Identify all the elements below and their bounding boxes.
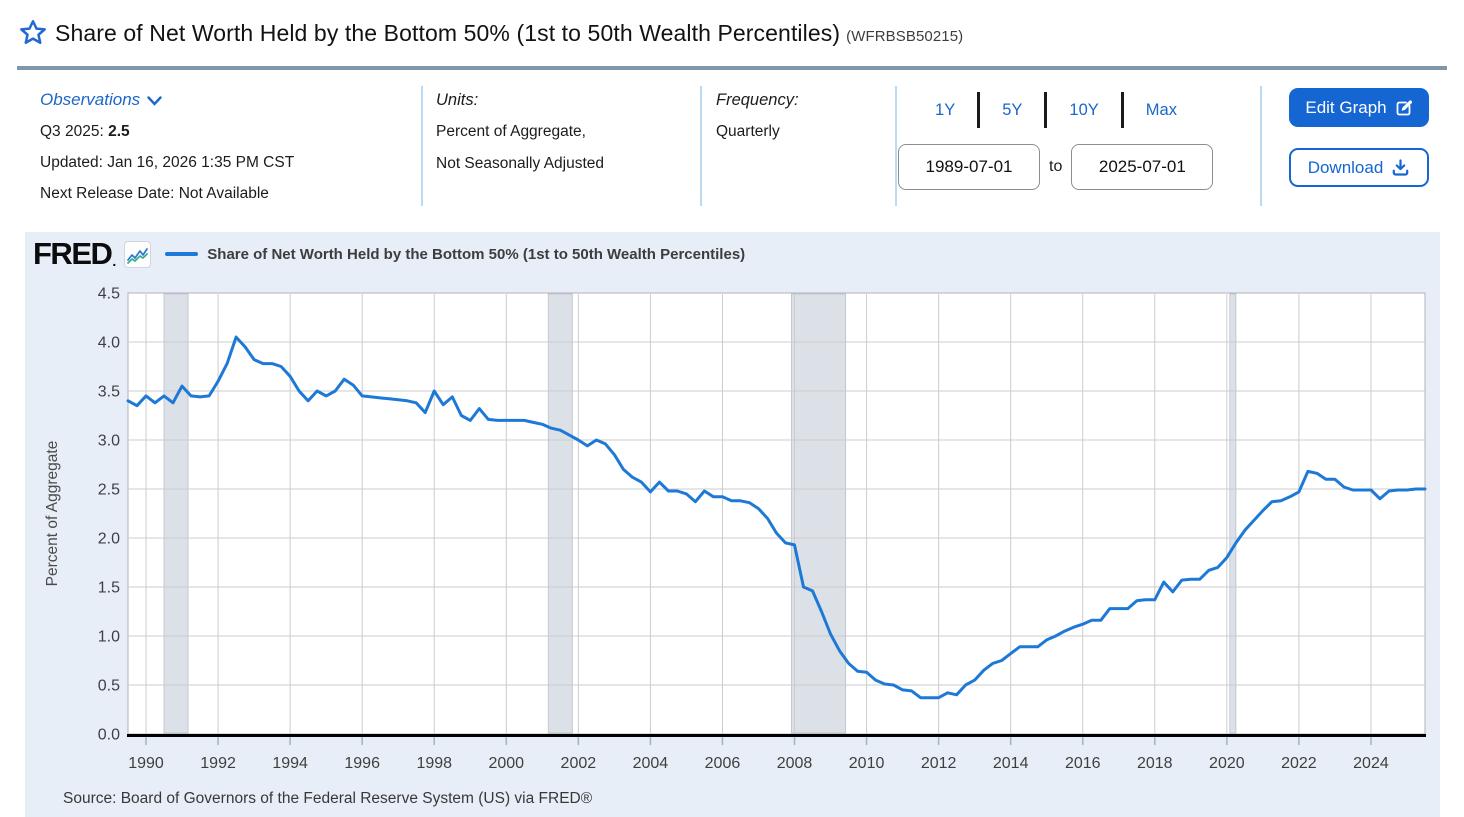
range-separator (977, 92, 981, 128)
x-tick-label: 1992 (200, 755, 236, 772)
x-tick-label: 1994 (272, 755, 308, 772)
legend-line-swatch (165, 252, 199, 256)
range-separator (1044, 92, 1048, 128)
meta-bar: Observations Q3 2025: 2.5 Updated: Jan 1… (0, 82, 1464, 212)
y-tick-label: 0.5 (98, 678, 120, 695)
observations-dropdown[interactable]: Observations (40, 84, 162, 115)
meta-divider (1260, 86, 1262, 206)
chart-card: FRED. Share of Net Worth Held by the Bot… (25, 232, 1440, 817)
frequency-label: Frequency: (716, 91, 799, 109)
units-label: Units: (436, 91, 479, 109)
x-tick-label: 2018 (1137, 755, 1173, 772)
updated-text: Updated: Jan 16, 2026 1:35 PM CST (40, 154, 295, 171)
range-10y[interactable]: 10Y (1069, 100, 1099, 119)
timeseries-chart[interactable]: 0.0 0.5 1.0 1.5 2.0 2.5 3.0 3.5 4.0 4.5 1990 1992 19… (25, 232, 1440, 817)
date-from-input[interactable] (898, 144, 1040, 190)
edit-icon (1396, 99, 1412, 115)
recession-band (791, 293, 847, 734)
legend-label: Share of Net Worth Held by the Bottom 50… (207, 245, 746, 263)
x-tick-label: 1990 (128, 755, 164, 772)
y-tick-label: 0.0 (98, 727, 120, 744)
x-tick-label: 2016 (1065, 755, 1101, 772)
y-tick-label: 4.5 (98, 286, 120, 303)
x-tick-label: 2012 (921, 755, 957, 772)
y-tick-label: 4.0 (98, 335, 120, 352)
units-value-line2: Not Seasonally Adjusted (436, 155, 605, 172)
y-tick-label: 1.0 (98, 629, 120, 646)
y-tick-label: 2.0 (98, 531, 120, 548)
plot-area (127, 292, 1426, 735)
chart-header: FRED. Share of Net Worth Held by the Bot… (33, 236, 746, 271)
x-tick-label: 2020 (1209, 755, 1245, 772)
favorite-star-icon[interactable] (18, 18, 48, 48)
units-value-line1: Percent of Aggregate, (436, 123, 586, 140)
y-tick-label: 1.5 (98, 580, 120, 597)
date-range: to (898, 144, 1214, 190)
download-button[interactable]: Download (1289, 148, 1429, 187)
date-to-input[interactable] (1071, 144, 1214, 190)
x-tick-label: 1996 (344, 755, 380, 772)
meta-divider (421, 86, 423, 206)
source-note: Source: Board of Governors of the Federa… (63, 790, 593, 807)
title-divider (17, 66, 1447, 70)
y-tick-label: 3.5 (98, 384, 120, 401)
fred-logo: FRED (33, 236, 113, 271)
x-tick-label: 2002 (561, 755, 597, 772)
legend: Share of Net Worth Held by the Bottom 50… (165, 246, 745, 263)
y-tick-label: 3.0 (98, 433, 120, 450)
range-max[interactable]: Max (1145, 100, 1177, 119)
page-title: Share of Net Worth Held by the Bottom 50… (55, 20, 964, 46)
x-tick-label: 2004 (633, 755, 669, 772)
chevron-down-icon (147, 96, 162, 106)
edit-graph-button[interactable]: Edit Graph (1289, 88, 1429, 127)
range-separator (1120, 92, 1124, 128)
meta-divider (895, 86, 897, 206)
series-id: (WFRBSB50215) (846, 28, 964, 45)
series-line (126, 335, 1427, 700)
observations-label: Observations (40, 90, 141, 109)
x-tick-label: 2022 (1281, 755, 1317, 772)
recession-band (547, 293, 573, 734)
x-tick-label: 2006 (705, 755, 741, 772)
recession-band (163, 293, 189, 734)
meta-divider (700, 86, 702, 206)
x-tick-label: 1998 (416, 755, 452, 772)
next-release-text: Next Release Date: Not Available (40, 185, 269, 202)
title-row: Share of Net Worth Held by the Bottom 50… (18, 16, 1446, 54)
range-selector: 1Y 5Y 10Y Max (900, 92, 1212, 128)
x-tick-label: 2024 (1353, 755, 1389, 772)
frequency-value: Quarterly (716, 123, 780, 140)
y-tick-label: 2.5 (98, 482, 120, 499)
range-5y[interactable]: 5Y (1002, 100, 1023, 119)
range-1y[interactable]: 1Y (935, 100, 956, 119)
x-tick-label: 2014 (993, 755, 1029, 772)
x-tick-label: 2000 (488, 755, 524, 772)
x-tick-label: 2008 (777, 755, 813, 772)
recession-band (1229, 293, 1237, 734)
latest-value: 2.5 (108, 123, 130, 140)
y-axis-title: Percent of Aggregate (44, 441, 61, 587)
date-to-label: to (1049, 158, 1063, 175)
fred-sparkline-icon (124, 240, 152, 268)
x-tick-label: 2010 (849, 755, 885, 772)
download-icon (1392, 159, 1409, 176)
latest-observation: Q3 2025: 2.5 (40, 123, 130, 140)
